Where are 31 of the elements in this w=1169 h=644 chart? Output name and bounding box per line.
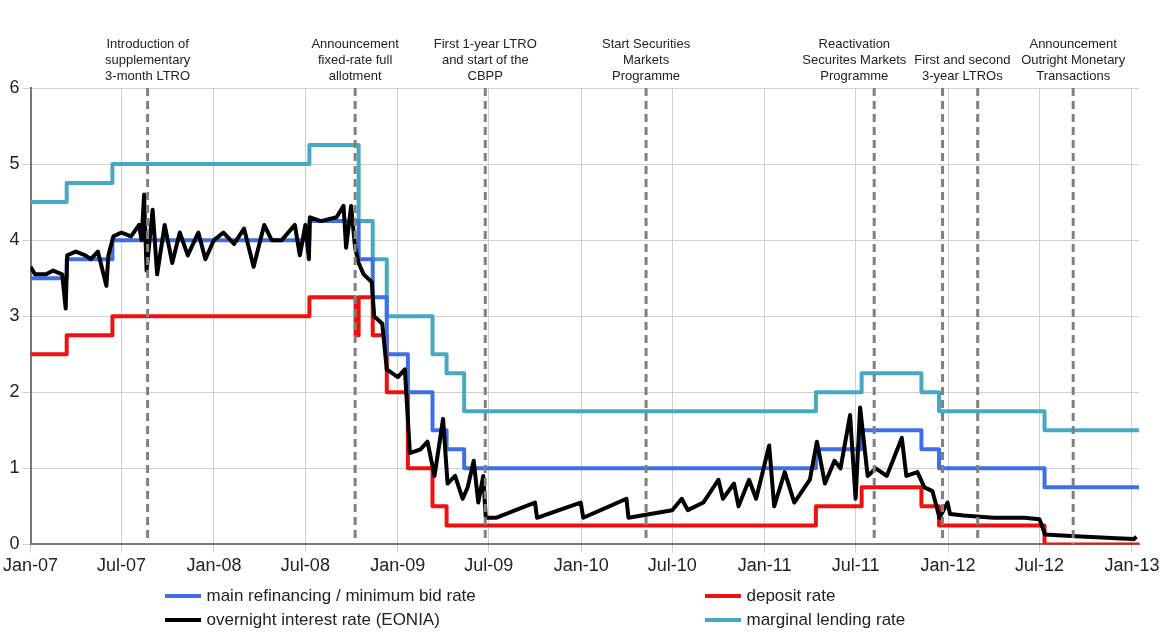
ref-line-label: Introduction of supplementary 3-month LTRO [104,36,191,84]
x-tick-label: Jan-09 [370,555,426,576]
y-tick-label: 2 [9,381,20,402]
y-tick-label: 0 [9,533,20,554]
x-tick-label: Jul-07 [96,555,146,576]
y-tick-label: 1 [9,457,20,478]
ref-line-label: Start Securities Markets Programme [601,36,691,84]
x-tick-label: Jan-11 [737,555,792,576]
x-tick-label: Jan-10 [553,555,609,576]
x-tick-label: Jul-09 [464,555,514,576]
x-tick-label: Jul-08 [280,555,330,576]
x-tick-label: Jan-13 [1104,555,1160,576]
ref-line-label: Reactivation Securites Markets Programme [802,36,907,84]
y-tick-label: 4 [9,229,20,250]
x-tick-label: Jan-12 [920,555,976,576]
x-tick-label: Jul-10 [647,555,697,576]
y-tick-label: 5 [9,153,20,174]
ref-line-label: Announcement fixed-rate full allotment [311,36,400,84]
ref-line-label: Announcement Outright Monetary Transactions [1021,36,1126,84]
ref-line-label: First 1-year LTRO and start of the CBPP [433,36,537,84]
x-tick-label: Jul-12 [1014,555,1065,576]
legend-label: deposit rate [746,586,836,606]
x-tick-label: Jan-07 [3,555,59,576]
y-tick-label: 3 [9,305,20,326]
legend-label: main refinancing / minimum bid rate [206,586,476,606]
x-tick-label: Jul-11 [831,555,880,576]
x-tick-label: Jan-08 [186,555,242,576]
ref-line-label: First and second 3-year LTROs [914,52,1011,84]
legend-label: overnight interest rate (EONIA) [206,610,440,630]
y-tick-label: 6 [9,76,20,97]
legend-label: marginal lending rate [746,610,906,630]
